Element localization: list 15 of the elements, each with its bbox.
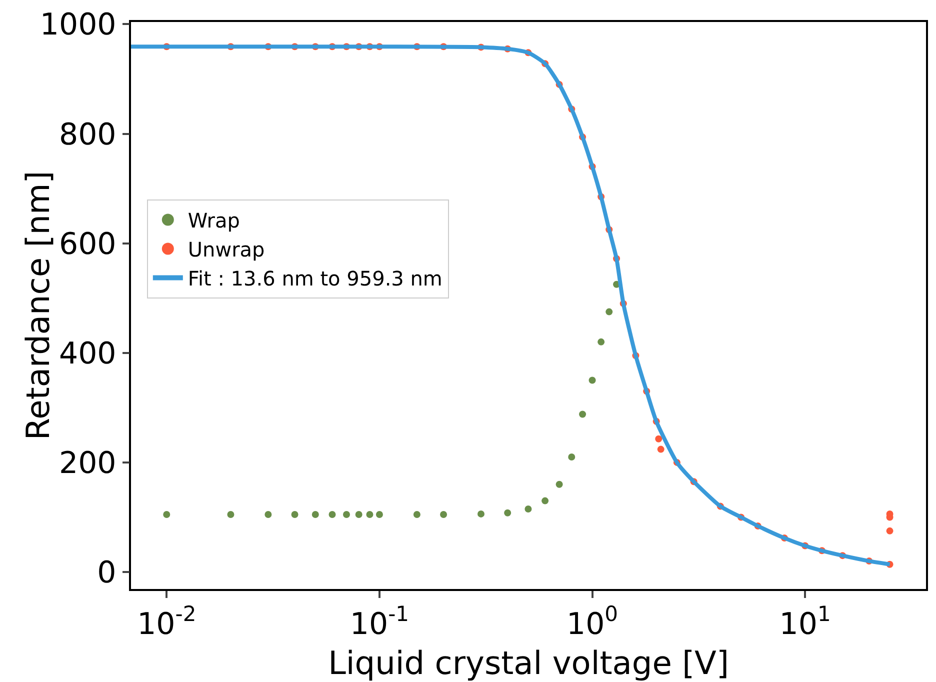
y-tick-label: 0 [97, 556, 116, 591]
legend-label: Unwrap [188, 238, 265, 262]
y-tick-label: 400 [58, 336, 116, 372]
y-tick-label: 800 [58, 117, 116, 152]
x-tick-label: 10$^{-1}$ [350, 602, 410, 642]
x-tick-label: 10$^{-2}$ [137, 602, 196, 642]
y-tick-label: 600 [58, 226, 116, 262]
y-tick-label: 200 [58, 446, 116, 481]
y-axis-title: Retardance [nm] [18, 170, 57, 440]
y-tick-label: 1000 [40, 8, 116, 43]
x-axis-title: Liquid crystal voltage [V] [328, 644, 729, 682]
legend-label: Fit : 13.6 nm to 959.3 nm [188, 266, 442, 291]
x-tick-label: 10$^{0}$ [566, 602, 618, 642]
x-tick-label: 10$^{1}$ [779, 602, 831, 642]
legend-label: Wrap [188, 208, 240, 233]
